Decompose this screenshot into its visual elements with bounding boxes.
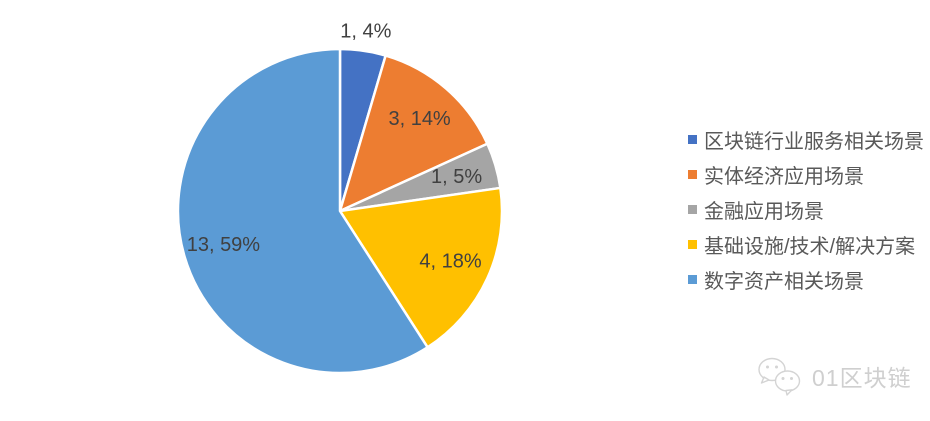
- watermark: 01区块链: [756, 356, 912, 396]
- legend-label: 数字资产相关场景: [704, 271, 864, 293]
- legend-label: 实体经济应用场景: [704, 166, 864, 188]
- legend-item-infrastructure: 基础设施/技术/解决方案: [688, 227, 924, 262]
- data-label-slice-3: 1, 5%: [431, 166, 482, 188]
- legend-item-finance: 金融应用场景: [688, 192, 924, 227]
- data-label-slice-4: 4, 18%: [419, 251, 481, 273]
- data-label-slice-1: 1, 4%: [340, 20, 391, 42]
- legend-label: 区块链行业服务相关场景: [704, 131, 924, 153]
- legend-marker-icon: [688, 205, 697, 214]
- legend-item-digital-assets: 数字资产相关场景: [688, 262, 924, 297]
- chart-legend: 区块链行业服务相关场景 实体经济应用场景 金融应用场景 基础设施/技术/解决方案…: [688, 122, 924, 297]
- legend-marker-icon: [688, 170, 697, 179]
- legend-item-real-economy: 实体经济应用场景: [688, 157, 924, 192]
- legend-marker-icon: [688, 275, 697, 284]
- pie-slice-5: [176, 47, 429, 375]
- watermark-text: 01区块链: [812, 365, 912, 391]
- pie-slice-2: [338, 54, 489, 213]
- legend-label: 金融应用场景: [704, 201, 824, 223]
- data-label-slice-2: 3, 14%: [388, 108, 450, 130]
- pie-slice-4: [338, 186, 504, 349]
- legend-item-blockchain-industry-services: 区块链行业服务相关场景: [688, 122, 924, 157]
- wechat-icon: [758, 357, 801, 396]
- legend-marker-icon: [688, 135, 697, 144]
- legend-label: 基础设施/技术/解决方案: [704, 236, 916, 258]
- data-label-slice-5: 13, 59%: [187, 234, 261, 256]
- legend-marker-icon: [688, 240, 697, 249]
